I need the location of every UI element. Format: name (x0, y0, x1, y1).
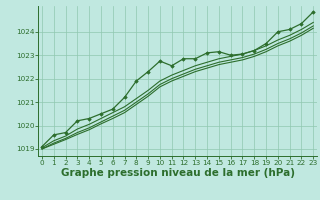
X-axis label: Graphe pression niveau de la mer (hPa): Graphe pression niveau de la mer (hPa) (60, 168, 295, 178)
